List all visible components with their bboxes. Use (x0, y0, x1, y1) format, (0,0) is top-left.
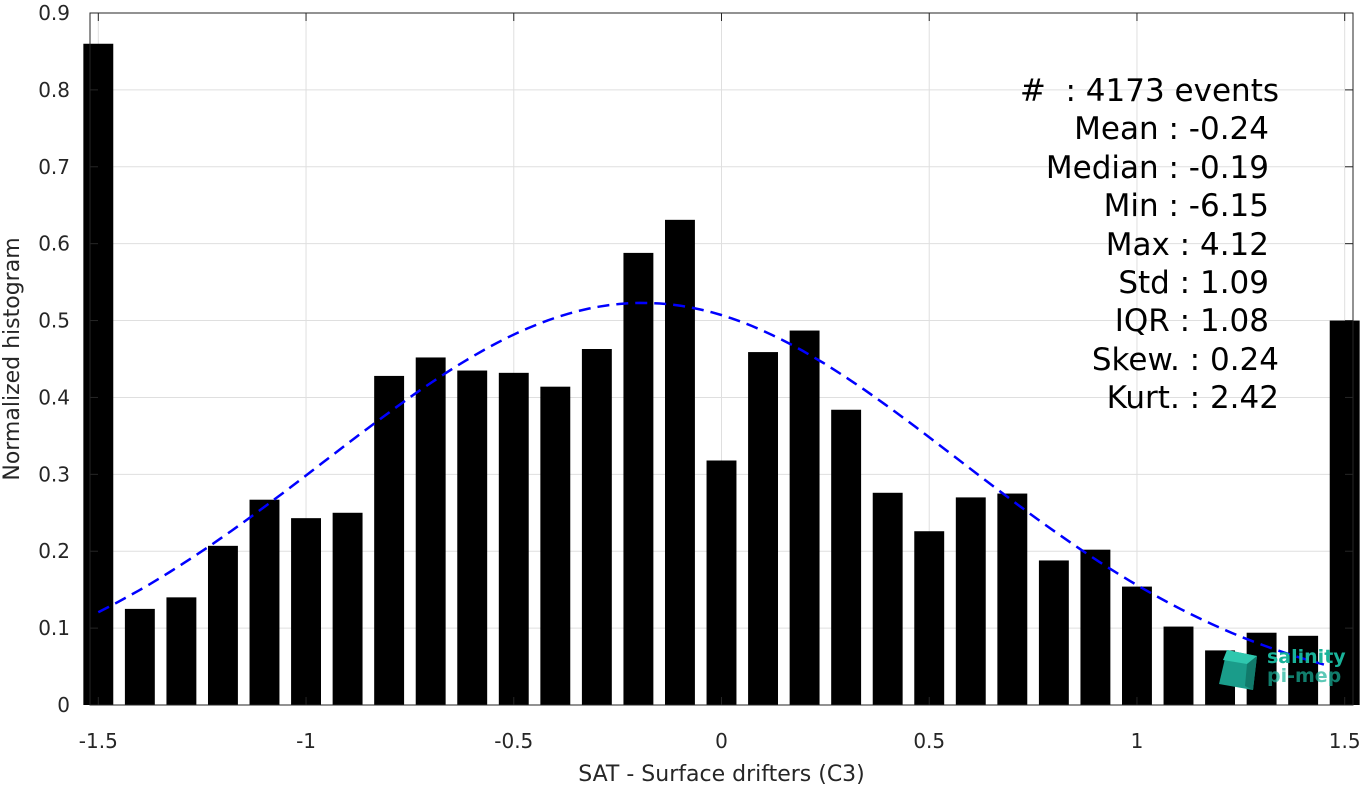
histogram-bar (581, 349, 612, 705)
y-tick-label: 0.2 (38, 539, 70, 563)
histogram-bar (540, 386, 571, 705)
x-axis-label: SAT - Surface drifters (C3) (578, 762, 865, 785)
histogram-bar (291, 518, 321, 705)
histogram-bar (872, 492, 903, 705)
stat-min: Min : -6.15 (1103, 188, 1269, 225)
x-axis-ticks: -1.5 -1 -0.5 0 0.5 1 1.5 (79, 13, 1361, 753)
x-tick-label: 1.5 (1329, 729, 1361, 753)
salinity-pimep-logo: salinity pi-mep (1217, 646, 1347, 694)
y-tick-label: 0.7 (38, 155, 70, 179)
histogram-bar (1163, 626, 1194, 705)
y-tick-label: 0.6 (38, 232, 70, 256)
y-tick-label: 0.5 (38, 309, 70, 333)
stat-mean: Mean : -0.24 (1074, 111, 1269, 148)
histogram-bar (249, 499, 280, 705)
histogram-bar (374, 375, 405, 705)
histogram-bar (789, 330, 820, 705)
histogram-bar (831, 409, 862, 705)
histogram-bar (498, 372, 529, 705)
histogram-bar (997, 493, 1028, 705)
y-tick-label: 0.1 (38, 616, 70, 640)
histogram-bar (706, 460, 737, 705)
x-tick-label: -0.5 (494, 729, 533, 753)
histogram-bar (83, 43, 114, 705)
histogram-bar (1329, 320, 1360, 705)
y-tick-label: 0.3 (38, 462, 70, 486)
stat-median: Median : -0.19 (1045, 149, 1269, 186)
logo-text: salinity pi-mep (1267, 648, 1346, 686)
histogram-bar (623, 252, 654, 706)
histogram-bar (955, 497, 986, 705)
stat-kurt: Kurt. : 2.42 (1106, 380, 1279, 417)
logo-line2: pi-mep (1267, 665, 1342, 687)
logo-line1: salinity (1267, 646, 1346, 668)
histogram-bar (332, 512, 363, 705)
histogram-bar (207, 545, 238, 705)
histogram-bar (664, 219, 695, 705)
histogram-bar (748, 352, 779, 705)
histogram-bars (83, 43, 1360, 706)
y-axis-ticks: 0 0.1 0.2 0.3 0.4 0.5 0.6 0.7 0.8 0.9 (38, 1, 1353, 717)
x-tick-label: -1 (296, 729, 316, 753)
y-tick-label: 0.4 (38, 385, 70, 409)
statistics-panel: # : 4173 events Mean : -0.24 Median : -0… (1020, 72, 1279, 418)
x-tick-label: 0 (715, 729, 728, 753)
logo-cube-icon (1219, 650, 1257, 690)
histogram-bar (415, 357, 446, 705)
histogram-bar (166, 597, 197, 705)
histogram-bar (1122, 586, 1152, 705)
stat-iqr: IQR : 1.08 (1114, 303, 1269, 340)
histogram-bar (914, 531, 945, 705)
histogram-bar (1080, 549, 1111, 705)
y-tick-label: 0 (57, 693, 70, 717)
stat-skew: Skew. : 0.24 (1091, 341, 1279, 378)
x-tick-label: 1 (1131, 729, 1144, 753)
histogram-bar (1038, 560, 1069, 705)
stat-max: Max : 4.12 (1105, 226, 1269, 263)
x-tick-label: 0.5 (913, 729, 945, 753)
y-tick-label: 0.8 (38, 78, 70, 102)
y-axis-label: Normalized histogram (0, 237, 25, 480)
stat-std: Std : 1.09 (1118, 265, 1269, 302)
y-tick-label: 0.9 (38, 1, 70, 25)
histogram-bar (1288, 635, 1319, 705)
histogram-bar (457, 370, 488, 705)
stat-count: # : 4173 events (1019, 73, 1279, 109)
gaussian-fit-curve (97, 301, 1325, 666)
histogram-bar (124, 608, 155, 705)
x-tick-label: -1.5 (79, 729, 118, 753)
